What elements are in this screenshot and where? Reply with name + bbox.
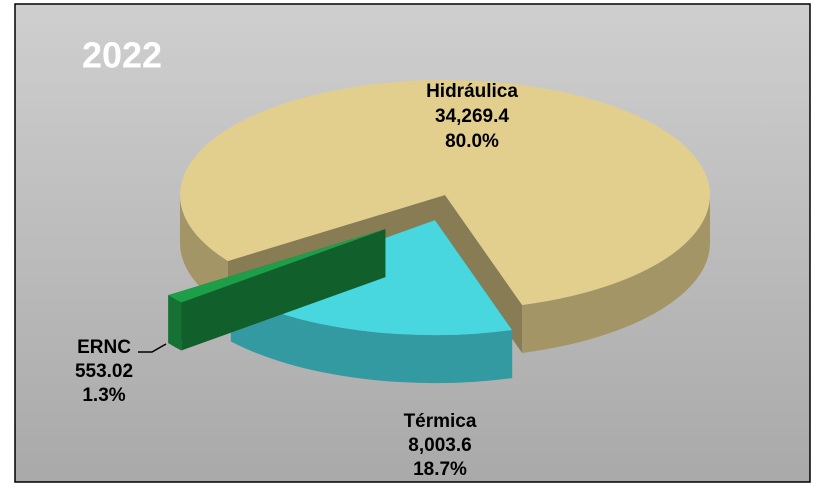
slice-side <box>230 293 513 384</box>
percent-label: 18.7% <box>413 459 467 480</box>
slice-wall <box>445 195 523 354</box>
slice-side <box>180 195 228 309</box>
slice-label: ERNC <box>77 337 131 358</box>
leader-line <box>138 343 167 353</box>
slice <box>179 79 710 306</box>
slice-side <box>522 195 710 354</box>
pie <box>168 79 710 384</box>
slice <box>168 229 386 303</box>
slice-label: Térmica <box>404 411 477 432</box>
chart-title: 2022 <box>82 35 162 76</box>
value-label: 34,269.4 <box>435 106 509 127</box>
slice-side <box>168 295 182 351</box>
value-label: 8,003.6 <box>408 435 471 456</box>
percent-label: 80.0% <box>445 131 499 152</box>
slice-wall <box>168 229 386 344</box>
value-label: 553.02 <box>75 361 133 382</box>
slice-label: Hidráulica <box>426 81 518 102</box>
percent-label: 1.3% <box>82 385 125 406</box>
